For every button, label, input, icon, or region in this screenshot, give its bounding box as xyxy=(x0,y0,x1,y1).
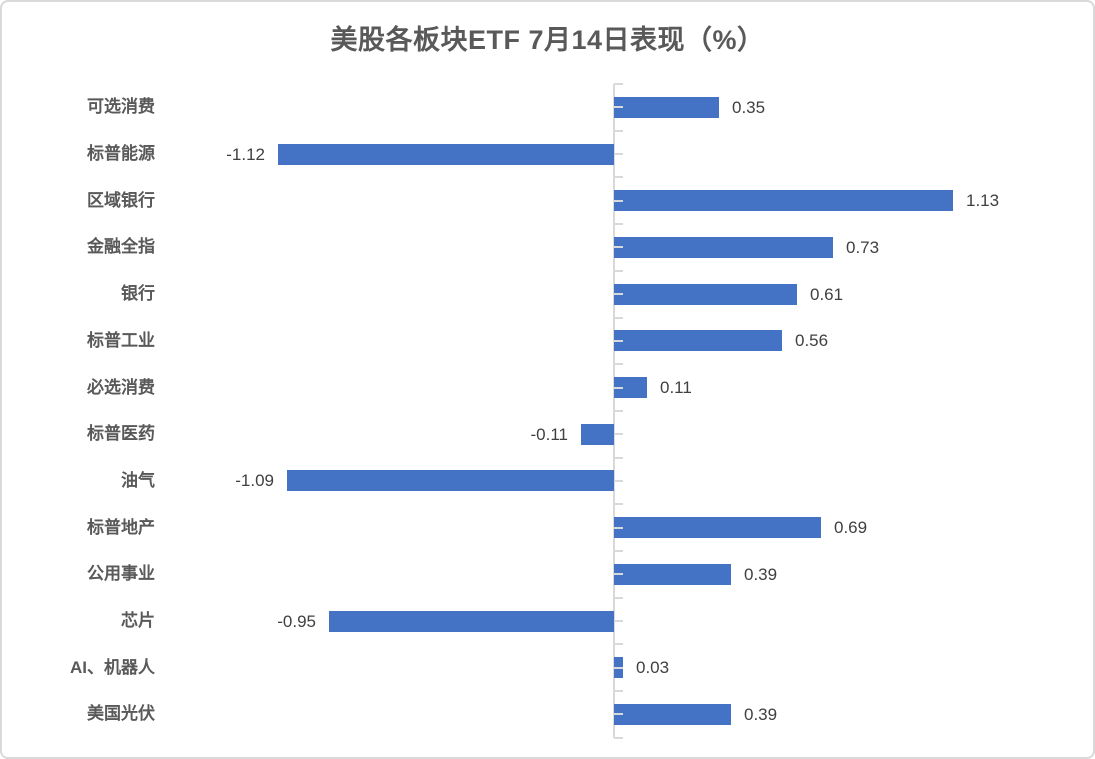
category-label: 标普能源 xyxy=(87,144,155,164)
axis-tick-mark xyxy=(614,199,623,202)
chart-bar xyxy=(278,143,614,165)
chart-bar xyxy=(614,517,821,539)
value-label: 0.73 xyxy=(846,237,880,257)
chart-bar xyxy=(329,610,614,632)
axis-tick-mark xyxy=(614,550,623,552)
axis-tick-mark xyxy=(614,386,623,389)
chart-bar xyxy=(614,563,731,585)
chart-bar xyxy=(614,190,953,212)
chart-bar xyxy=(614,330,782,352)
category-label: 标普工业 xyxy=(87,330,155,350)
axis-tick-mark xyxy=(614,690,623,693)
axis-tick-mark xyxy=(614,456,623,459)
axis-tick-mark xyxy=(614,736,623,739)
category-label: 油气 xyxy=(121,470,155,490)
category-label: 美国光伏 xyxy=(87,704,155,724)
category-label: 必选消费 xyxy=(87,377,155,397)
value-label: -0.11 xyxy=(530,424,569,444)
category-label: 芯片 xyxy=(121,611,155,631)
value-label: 0.56 xyxy=(795,331,829,351)
chart-bar xyxy=(614,283,797,305)
value-label: 0.39 xyxy=(744,564,778,584)
category-label: 区域银行 xyxy=(87,190,155,210)
category-label: 可选消费 xyxy=(87,97,155,117)
axis-tick-mark xyxy=(614,129,623,132)
value-label: 0.35 xyxy=(732,97,766,117)
chart-bar xyxy=(614,236,833,258)
axis-tick-mark xyxy=(614,409,623,412)
value-label: 0.39 xyxy=(744,704,778,724)
axis-tick-mark xyxy=(614,643,623,646)
axis-tick-mark xyxy=(614,620,623,623)
axis-tick-mark xyxy=(614,433,623,436)
chart-bar xyxy=(614,703,731,725)
axis-tick-mark xyxy=(614,269,623,272)
axis-tick-mark xyxy=(614,573,623,576)
axis-tick-mark xyxy=(614,176,623,179)
axis-tick-mark xyxy=(614,596,623,599)
axis-tick-mark xyxy=(614,526,623,529)
axis-tick-mark xyxy=(614,223,623,226)
chart-bar xyxy=(614,377,647,399)
value-label: -1.09 xyxy=(235,471,274,491)
category-label: 金融全指 xyxy=(87,237,155,257)
value-label: 0.03 xyxy=(636,658,670,678)
axis-tick-mark xyxy=(614,503,623,506)
axis-tick-mark xyxy=(614,713,623,716)
axis-tick-mark xyxy=(614,339,623,342)
axis-tick-mark xyxy=(614,246,623,249)
value-label: 1.13 xyxy=(966,191,1000,211)
axis-tick-mark xyxy=(614,666,623,669)
axis-tick-mark xyxy=(614,479,623,482)
value-label: 0.61 xyxy=(810,284,844,304)
value-label: 0.69 xyxy=(834,518,868,538)
chart-title: 美股各板块ETF 7月14日表现（%） xyxy=(330,25,765,55)
axis-tick-mark xyxy=(614,316,623,319)
axis-tick-mark xyxy=(614,106,623,109)
category-label: 标普地产 xyxy=(87,517,155,537)
category-label: AI、机器人 xyxy=(70,657,155,677)
axis-tick-mark xyxy=(614,363,623,366)
axis-tick-mark xyxy=(614,83,623,85)
value-label: 0.11 xyxy=(660,378,692,398)
chart-bar xyxy=(581,423,614,445)
category-label: 标普医药 xyxy=(87,424,155,444)
category-label: 银行 xyxy=(121,284,155,304)
chart-bar xyxy=(287,470,614,492)
axis-tick-mark xyxy=(614,153,623,156)
chart-bar xyxy=(614,96,719,118)
value-label: -1.12 xyxy=(226,144,265,164)
category-label: 公用事业 xyxy=(87,564,155,584)
value-label: -0.95 xyxy=(277,611,316,631)
axis-tick-mark xyxy=(614,293,623,296)
